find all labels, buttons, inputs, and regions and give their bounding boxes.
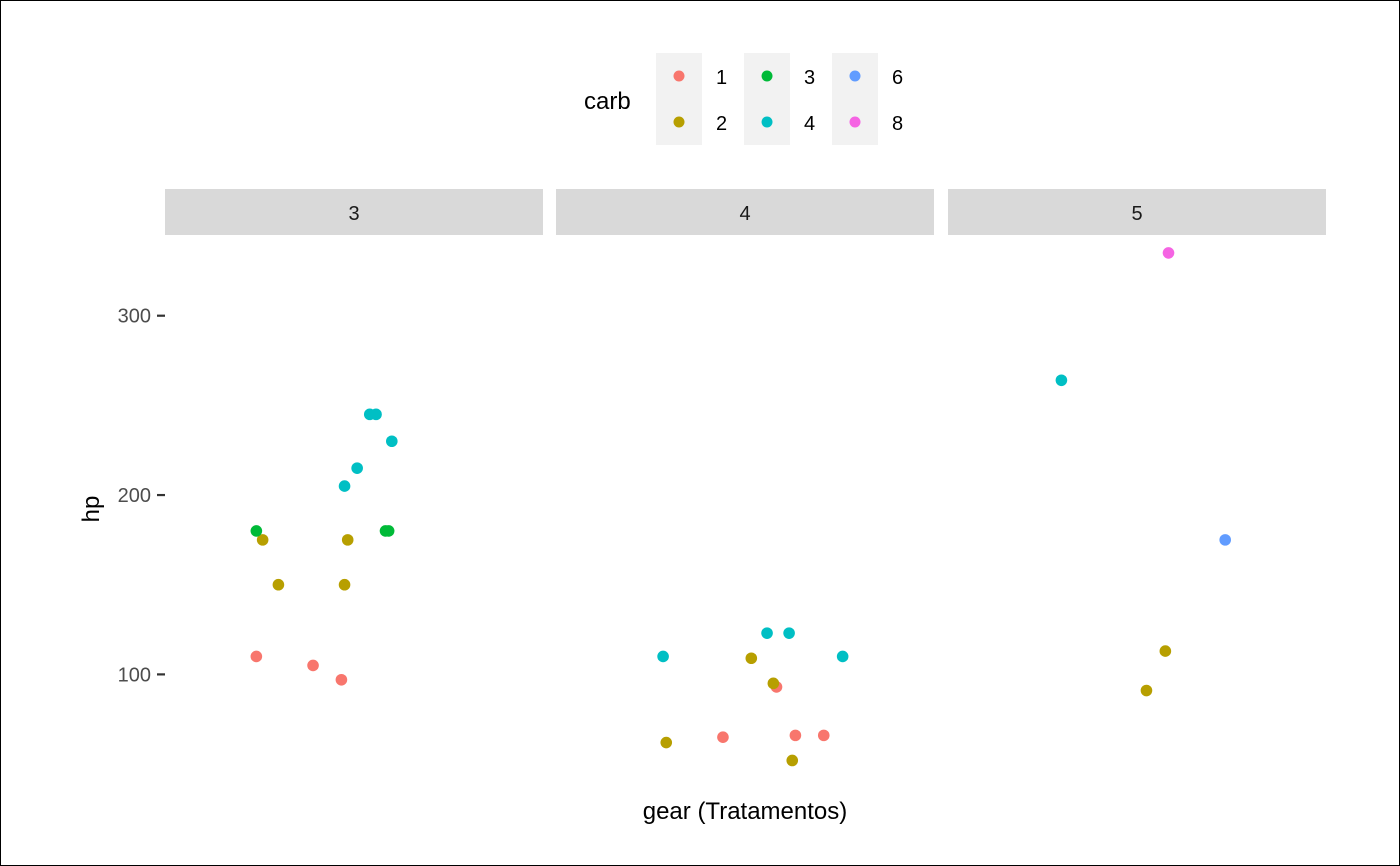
point-carb-4: [351, 462, 363, 474]
legend-key-4: [761, 116, 773, 128]
legend-key-3: [761, 70, 773, 82]
point-carb-4: [761, 627, 773, 639]
point-carb-2: [1159, 645, 1172, 657]
legend-label-6: 6: [892, 67, 903, 89]
point-carb-2: [341, 534, 354, 546]
legend-keys: 1 2 3 4 6 8: [656, 53, 903, 145]
point-carb-1: [717, 731, 729, 743]
point-carb-1: [817, 729, 830, 742]
legend: carb 1 2 3 4 6 8: [584, 53, 903, 145]
facet-strip-label: 4: [739, 203, 750, 225]
point-carb-4: [783, 627, 795, 639]
legend-label-8: 8: [892, 113, 903, 135]
legend-label-3: 3: [804, 67, 815, 89]
y-tick-label: 300: [118, 306, 151, 328]
point-carb-3: [382, 525, 395, 537]
point-carb-4: [370, 408, 382, 421]
legend-key-2: [673, 116, 685, 128]
legend-label-1: 1: [716, 67, 727, 89]
facet-strip-3: [165, 189, 543, 235]
facet-strip-label: 3: [348, 203, 359, 225]
legend-key-8: [849, 116, 861, 128]
y-axis: 100 200 300: [118, 306, 165, 686]
point-carb-1: [250, 650, 263, 663]
point-carb-8: [1162, 247, 1175, 259]
point-carb-2: [272, 578, 285, 591]
point-carb-4: [386, 435, 398, 448]
point-carb-4: [338, 480, 351, 492]
point-carb-4: [1055, 374, 1068, 387]
point-carb-2: [256, 534, 269, 546]
facet-strips: 3 4 5: [165, 189, 1326, 235]
y-tick-label: 100: [118, 664, 151, 686]
point-carb-3: [250, 525, 263, 537]
point-carb-2: [660, 736, 673, 749]
legend-label-2: 2: [716, 113, 727, 135]
x-axis-title: gear (Tratamentos): [643, 798, 848, 825]
point-carb-1: [335, 673, 348, 686]
point-carb-2: [338, 578, 351, 591]
point-carb-6: [1219, 534, 1231, 546]
point-carb-2: [1140, 684, 1153, 697]
point-carb-2: [767, 677, 780, 690]
legend-label-4: 4: [804, 113, 815, 135]
point-carb-1: [789, 729, 802, 742]
legend-key-1: [673, 70, 685, 82]
legend-title: carb: [584, 88, 631, 115]
facet-strip-4: [556, 189, 934, 235]
point-carb-2: [745, 652, 758, 665]
y-axis-title: hp: [78, 496, 105, 523]
y-tick-label: 200: [118, 485, 151, 507]
point-carb-4: [836, 650, 849, 663]
facet-strip-5: [948, 189, 1326, 235]
point-carb-1: [307, 659, 319, 672]
legend-key-6: [849, 70, 861, 82]
facet-strip-label: 5: [1131, 203, 1142, 225]
point-carb-2: [786, 754, 799, 767]
point-carb-4: [657, 650, 669, 663]
data-points: [250, 247, 1231, 767]
